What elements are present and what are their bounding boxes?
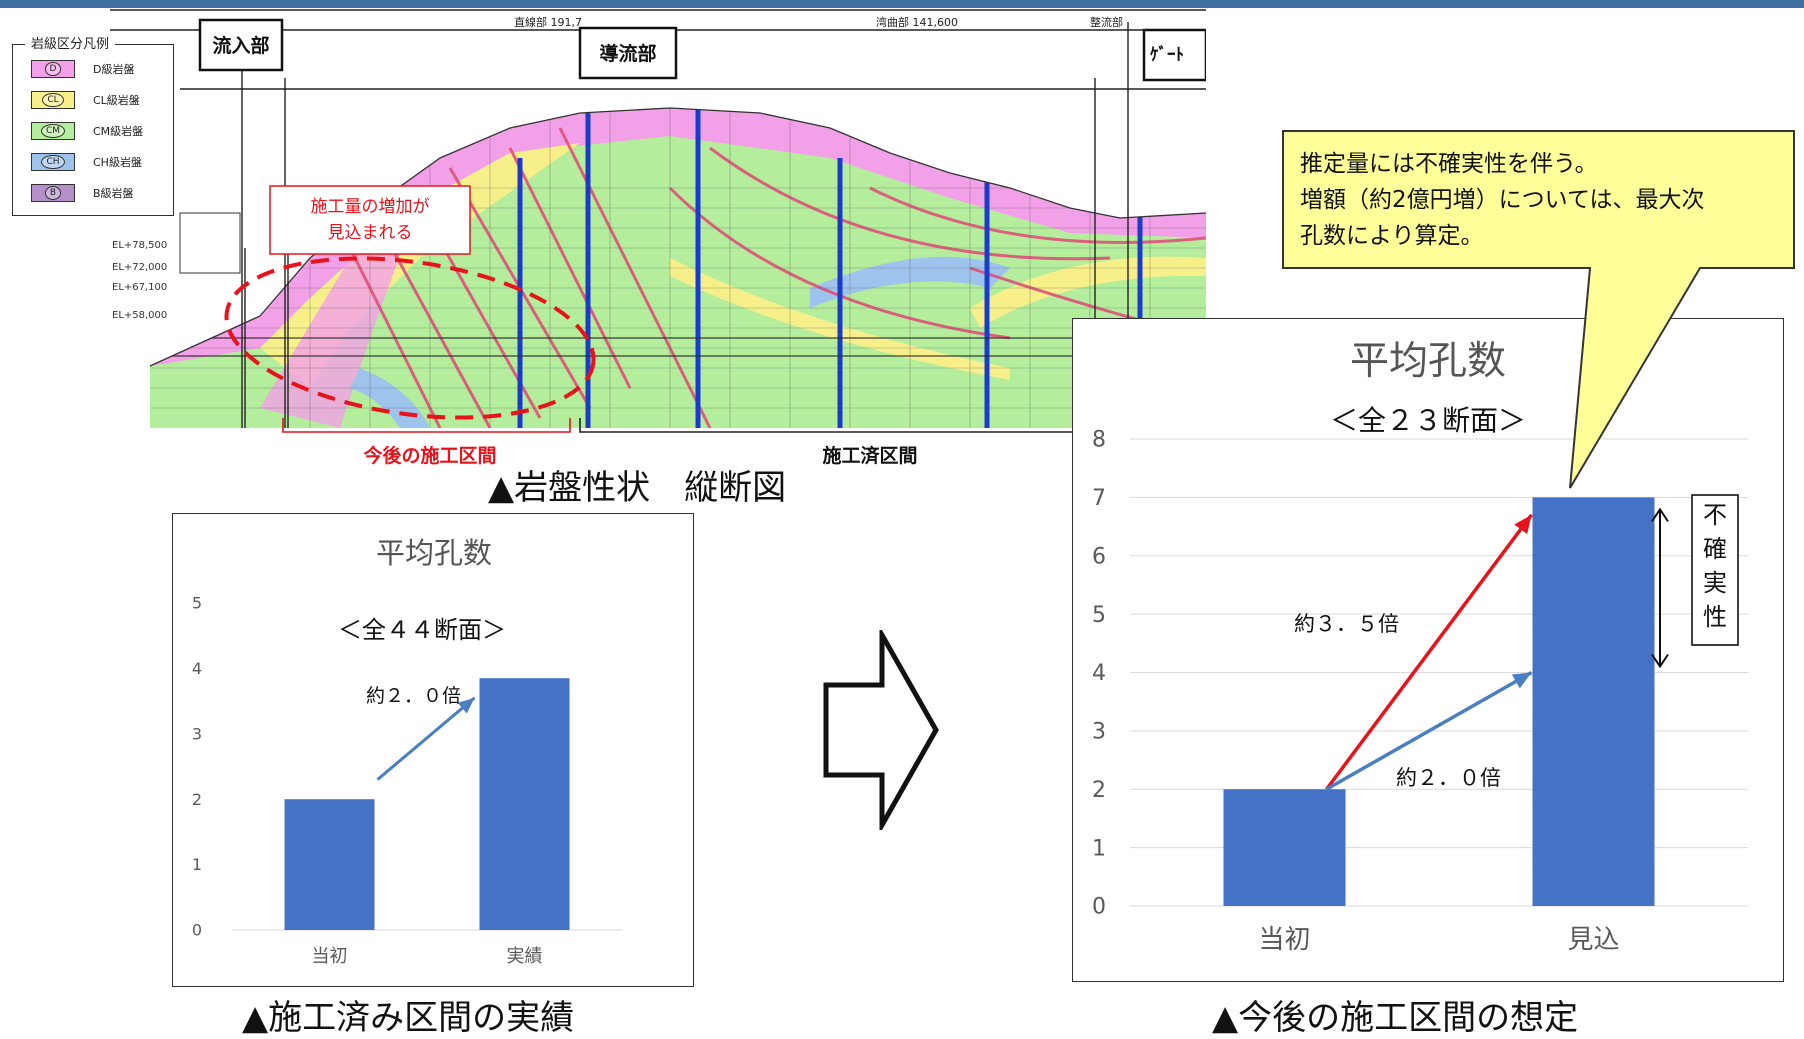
chart2-category-label: 当初 [1258,925,1310,955]
elevation-label-1: EL+78,500 [112,240,167,251]
callout-line3: 孔数により算定。 [1300,223,1484,249]
legend-label-d: D級岩盤 [93,63,135,76]
chart2-ytick-label: 0 [1092,895,1106,920]
chart-completed-section: 平均孔数 ＜全４４断面＞ 0 1 2 3 4 5 当初 実績 約２．０倍 [192,536,622,967]
gate-box [1142,28,1206,82]
legend-swatch-d: D [31,60,75,78]
transition-arrow-icon [823,630,939,830]
gate-label: ｹﾞｰﾄ [1150,44,1184,65]
chart1-ytick-label: 4 [192,659,202,678]
chart-box-completed [172,513,694,987]
chart1-annotation: 約２．０倍 [366,685,461,707]
chart1-title: 平均孔数 [376,536,492,570]
uncertainty-callout [1282,130,1795,489]
uncertainty-label-box [1691,494,1739,646]
chart2-blue-arrow [1325,670,1533,791]
legend-swatch-cl: CL [31,91,75,109]
chart1-growth-arrow [376,696,476,781]
legend-item-d: D D級岩盤 [31,59,134,79]
done-section-bracket [579,418,1206,433]
callout-text: 推定量には不確実性を伴う。 増額（約2億円増）については、最大次 孔数により算定… [1300,146,1790,254]
chart-box-future [1072,318,1784,982]
increase-note-box [269,185,471,255]
chart2-red-arrowhead [1514,514,1532,535]
legend-item-ch: CH CH級岩盤 [31,152,142,172]
uncertainty-range-bottom-arrow [1651,653,1669,669]
chart2-red-arrow [1325,513,1533,791]
flow-section-label: 整流部 [1090,15,1123,29]
uncertainty-label-char: 不 [1703,501,1727,529]
inflow-box [198,18,284,72]
chart2-bar-1 [1223,789,1346,906]
chart2-ytick-label: 3 [1092,720,1106,745]
chart2-caption: ▲今後の施工区間の想定 [1212,998,1579,1038]
callout-line1: 推定量には不確実性を伴う。 [1300,151,1598,177]
chart1-ytick-label: 5 [192,594,202,613]
increase-note-line1: 施工量の増加が [311,197,430,217]
rock-class-legend: 岩級区分凡例 D D級岩盤 CL CL級岩盤 CM CM級岩盤 CH CH級岩盤… [12,33,174,216]
chart1-growth-arrowhead [457,697,475,714]
legend-label-b: B級岩盤 [93,187,134,200]
chart1-ytick-label: 0 [192,921,202,940]
chart2-bar-2 [1532,497,1655,906]
chart2-ytick-label: 6 [1092,544,1106,569]
future-section-bracket [282,418,571,433]
legend-item-cm: CM CM級岩盤 [31,121,143,141]
chart2-annotation-red: 約３．５倍 [1294,612,1399,636]
uncertainty-label-char: 実 [1703,569,1727,597]
legend-item-cl: CL CL級岩盤 [31,90,140,110]
chart2-category-label: 見込 [1567,925,1619,955]
legend-label-ch: CH級岩盤 [93,156,142,169]
chart1-category-label: 当初 [312,946,348,967]
legend-swatch-cm: CM [31,122,75,140]
uncertainty-label: 不確実性 [1703,501,1727,631]
elevation-label-3: EL+67,100 [112,282,167,293]
chart1-bar-1 [284,799,375,930]
chart2-ytick-label: 8 [1092,428,1106,453]
callout-line2: 増額（約2億円増）については、最大次 [1300,187,1705,213]
chart1-bar-2 [479,678,570,930]
legend-swatch-b: B [31,184,75,202]
future-section-label: 今後の施工区間 [362,444,496,467]
increase-note-line2: 見込まれる [328,223,413,243]
curve-section-label: 湾曲部 141,600 [876,15,958,29]
elevation-label-2: EL+72,000 [112,262,167,273]
chart1-caption: ▲施工済み区間の実績 [242,998,575,1038]
legend-item-b: B B級岩盤 [31,183,134,203]
guide-label: 導流部 [599,42,656,65]
elevation-label-4: EL+58,000 [112,310,167,321]
chart2-ytick-label: 7 [1092,486,1106,511]
guide-box [578,26,678,80]
uncertainty-range-top-arrow [1651,507,1669,522]
chart2-title: 平均孔数 [1350,339,1506,384]
section-caption: ▲岩盤性状 縦断図 [488,468,787,508]
inflow-label: 流入部 [212,34,269,57]
legend-title: 岩級区分凡例 [25,33,116,52]
straight-section-label: 直線部 191,7 [514,15,582,29]
uncertainty-label-char: 確 [1703,535,1727,563]
increase-area-ellipse [224,256,596,420]
legend-swatch-ch: CH [31,153,75,171]
chart2-blue-arrowhead [1511,672,1532,689]
legend-label-cl: CL級岩盤 [93,94,140,107]
chart2-annotation-blue: 約２．０倍 [1396,766,1501,790]
chart2-ytick-label: 4 [1092,661,1106,686]
done-section-label: 施工済区間 [822,444,917,467]
legend-label-cm: CM級岩盤 [93,125,144,138]
chart1-ytick-label: 2 [192,790,202,809]
chart2-ytick-label: 2 [1092,778,1106,803]
chart2-ytick-label: 1 [1092,836,1106,861]
chart2-ytick-label: 5 [1092,603,1106,628]
top-accent-bar [0,0,1804,8]
chart1-ytick-label: 1 [192,855,202,874]
chart1-ytick-label: 3 [192,724,202,743]
chart1-category-label: 実績 [507,946,543,967]
chart1-subtitle: ＜全４４断面＞ [338,616,506,644]
geological-longitudinal-section: EL+78,500 EL+72,000 EL+67,100 EL+58,000 … [110,9,1206,467]
chart2-subtitle: ＜全２３断面＞ [1330,404,1526,437]
uncertainty-label-char: 性 [1703,603,1727,631]
